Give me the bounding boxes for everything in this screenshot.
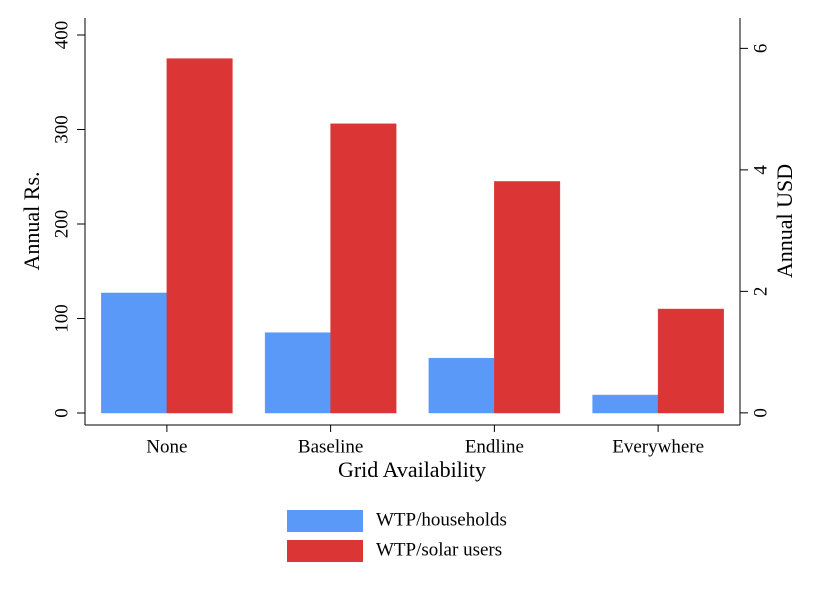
y-tick-label: 0 <box>51 408 72 418</box>
x-tick-label: Everywhere <box>612 436 704 457</box>
bar <box>101 292 168 414</box>
y-axis-title: Annual Rs. <box>19 172 44 271</box>
x-tick-label: Baseline <box>298 436 363 457</box>
y-tick-label: 200 <box>51 210 72 239</box>
bar <box>428 357 495 414</box>
bar <box>494 181 561 414</box>
x-axis-title: Grid Availability <box>338 457 486 482</box>
y2-tick-label: 6 <box>750 44 771 54</box>
y-tick-label: 400 <box>51 21 72 50</box>
y2-tick-label: 0 <box>750 408 771 418</box>
bar <box>592 394 659 414</box>
legend-swatch <box>287 510 363 532</box>
y2-tick-label: 2 <box>750 287 771 297</box>
y2-axis-title: Annual USD <box>772 164 797 278</box>
x-tick-label: None <box>146 436 187 457</box>
bar <box>330 123 397 414</box>
bar <box>166 58 233 414</box>
x-tick-label: Endline <box>465 436 524 457</box>
bar <box>264 332 331 414</box>
bar <box>657 308 724 414</box>
y-tick-label: 300 <box>51 115 72 144</box>
y2-tick-label: 4 <box>750 165 771 175</box>
legend-swatch <box>287 540 363 562</box>
y-tick-label: 100 <box>51 304 72 333</box>
legend-label: WTP/households <box>376 509 507 530</box>
legend-label: WTP/solar users <box>376 539 502 560</box>
